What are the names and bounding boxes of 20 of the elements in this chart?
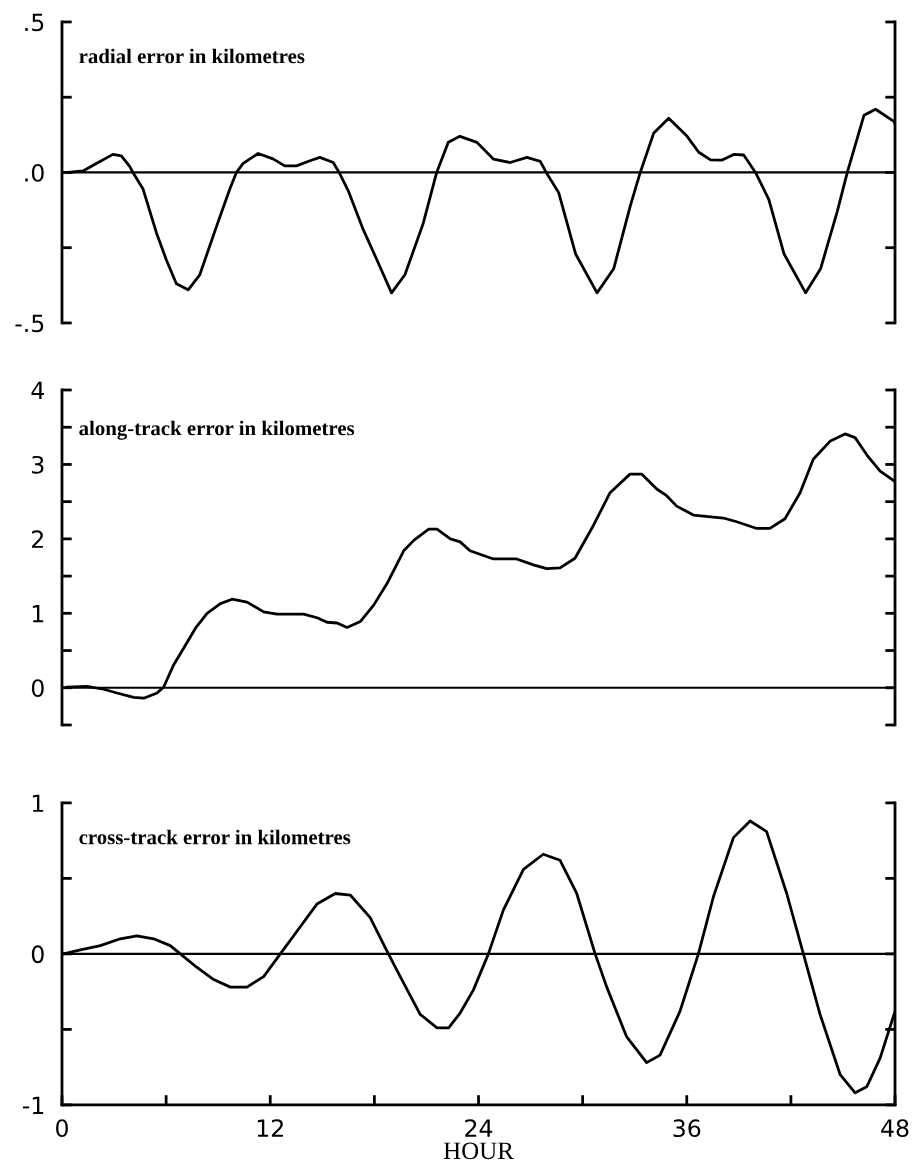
x-tick-label: 24 xyxy=(465,1119,493,1137)
y-tick-label: 0 xyxy=(31,679,44,698)
y-tick-label: 1 xyxy=(32,794,44,812)
x-tick-label: 48 xyxy=(881,1119,909,1138)
y-tick-label: -1 xyxy=(22,1096,44,1114)
annotation: along-track error in kilometres xyxy=(79,420,355,440)
y-tick-label: 1 xyxy=(32,605,44,623)
y-tick-label: 4 xyxy=(31,381,44,399)
y-tick-label: 0 xyxy=(31,945,44,964)
annotation: radial error in kilometres xyxy=(79,48,305,64)
y-tick-label: 2 xyxy=(32,530,43,548)
x-tick-label: 36 xyxy=(673,1119,701,1138)
x-tick-label: 12 xyxy=(257,1119,283,1137)
y-tick-label: -.5 xyxy=(15,314,44,333)
y-tick-label: 3 xyxy=(32,455,44,474)
y-tick-label: .0 xyxy=(25,163,44,182)
x-tick-label: 0 xyxy=(56,1119,68,1138)
x-axis-title: HOUR xyxy=(443,1142,514,1160)
annotation: cross-track error in kilometres xyxy=(79,829,351,845)
y-tick-label: .5 xyxy=(25,13,44,32)
